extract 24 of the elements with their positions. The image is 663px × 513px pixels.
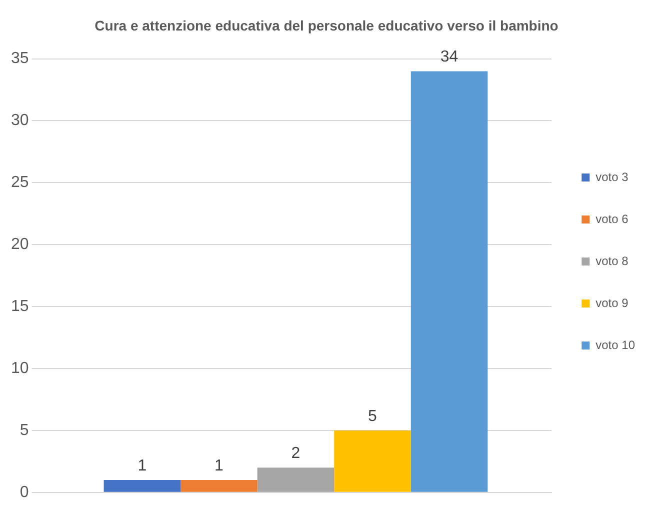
y-tick-label: 5 [20, 422, 29, 439]
legend-label: voto 9 [596, 296, 629, 310]
y-tick-label: 20 [11, 236, 29, 254]
bar [410, 71, 488, 492]
legend-label: voto 3 [596, 170, 629, 184]
data-label: 5 [368, 408, 378, 425]
y-tick-label: 10 [11, 360, 29, 377]
legend-label: voto 6 [596, 212, 629, 226]
data-label: 2 [291, 445, 300, 462]
bar [180, 480, 258, 492]
chart-title: Cura e attenzione educativa del personale educativo verso il bambino [94, 17, 558, 34]
data-label: 34 [440, 48, 458, 66]
y-tick-label: 30 [11, 112, 29, 130]
bar [334, 430, 411, 492]
bar [257, 468, 334, 492]
data-label: 1 [214, 457, 224, 474]
y-tick-label: 25 [11, 174, 29, 192]
legend-label: voto 8 [596, 254, 629, 268]
bar [104, 480, 181, 492]
data-label: 1 [138, 457, 147, 474]
legend-label: voto 10 [596, 338, 636, 352]
y-tick-label: 0 [20, 484, 29, 501]
y-tick-label: 15 [11, 298, 29, 315]
y-tick-label: 35 [11, 50, 29, 68]
